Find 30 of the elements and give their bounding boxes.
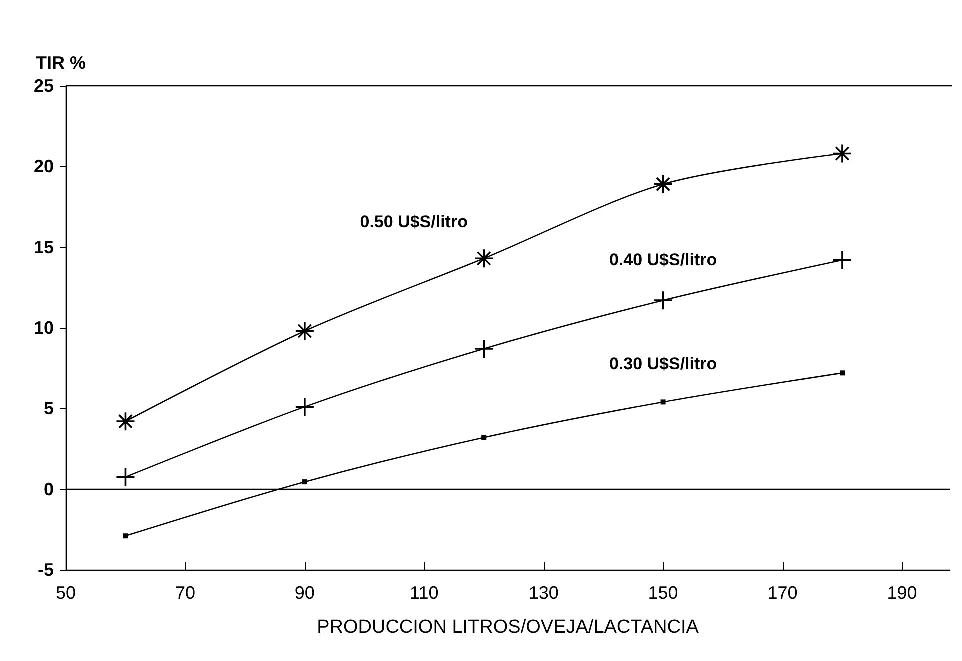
x-tick-label: 70 (175, 583, 196, 603)
x-tick-label: 170 (768, 583, 798, 603)
y-axis-title: TIR % (36, 53, 86, 73)
point (660, 400, 666, 405)
x-tick-label: 130 (528, 583, 559, 603)
y-tick-label: 20 (34, 156, 54, 177)
y-tick-label: 10 (34, 318, 54, 338)
x-tick-label: 150 (648, 583, 678, 603)
y-tick-label: -5 (38, 560, 54, 580)
point (840, 370, 845, 376)
series-label: 0.30 U$S/litro (609, 354, 718, 374)
point (654, 292, 672, 310)
x-axis-title: PRODUCCION LITROS/OVEJA/LACTANCIA (317, 617, 700, 638)
point (475, 250, 494, 268)
x-tick-label: 50 (56, 583, 76, 603)
point (123, 534, 128, 539)
point (482, 435, 487, 440)
point (833, 251, 852, 270)
x-tick-label: 190 (887, 583, 918, 603)
y-tick-label: 0 (44, 479, 54, 500)
point (296, 398, 314, 416)
point (302, 480, 308, 485)
y-tick-label: 5 (44, 398, 54, 419)
x-tick-label: 90 (294, 583, 315, 603)
series-label: 0.40 U$S/litro (609, 250, 718, 270)
y-tick-label: 15 (34, 237, 54, 258)
point (475, 340, 494, 358)
y-tick-label: 25 (34, 76, 54, 96)
x-tick-label: 110 (410, 583, 439, 603)
series-label: 0.50 U$S/litro (360, 212, 468, 232)
